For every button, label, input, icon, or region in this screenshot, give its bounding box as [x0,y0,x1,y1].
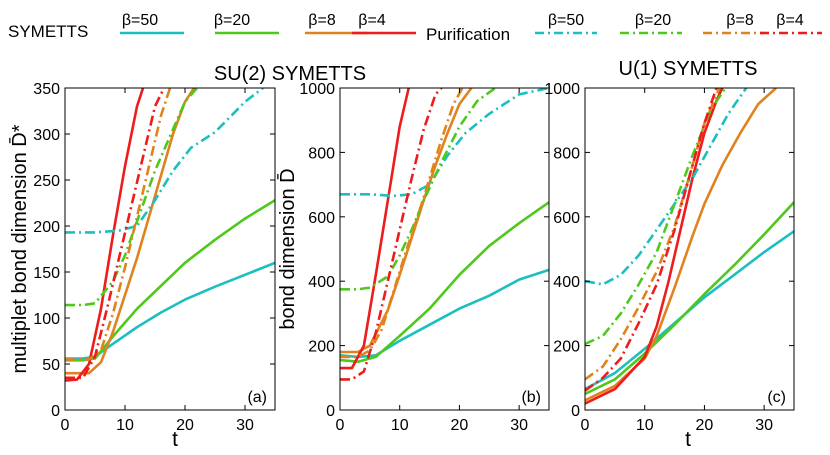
x-tick-label: 30 [755,417,773,434]
y-tick-label: 400 [308,274,335,291]
axes-frame [64,87,276,411]
panel-label: (c) [767,389,786,406]
x-axis-label: t [685,428,691,451]
series-line [585,88,724,405]
series-line [340,88,473,354]
series-line [65,88,172,361]
series-line [340,268,549,359]
x-tick-label: 0 [61,417,70,434]
panel-b: 0 10 20 30 0 200 400 600 800 1000 (b) bond dimensio… [276,81,550,434]
y-tick-label: 800 [308,145,335,162]
y-axis-label: bond dimension D̄ [276,168,299,329]
legend-symetts-beta-label: β=8 [308,12,336,29]
series-line [340,88,410,370]
y-tick-label: 0 [326,403,335,420]
x-tick-label: 10 [636,417,654,434]
y-tick-label: 100 [33,311,60,328]
y-tick-label: 350 [33,81,60,98]
x-tick-label: 30 [510,417,528,434]
y-tick-label: 300 [33,127,60,144]
y-tick-label: 250 [33,173,60,190]
y-tick-label: 600 [308,210,335,227]
y-tick-label: 1000 [544,81,580,98]
panel-c: 0 10 20 30 0 200 400 600 800 1000 (c) t [544,81,795,451]
y-tick-label: 200 [308,339,335,356]
y-tick-label: 200 [553,339,580,356]
panel-label: (b) [521,389,541,406]
y-tick-label: 150 [33,265,60,282]
y-tick-label: 0 [571,403,580,420]
x-tick-label: 20 [696,417,714,434]
series-line [340,88,443,381]
x-tick-label: 20 [451,417,469,434]
axes-frame [584,87,795,411]
series-line [65,88,264,234]
series-line [65,88,166,380]
x-tick-label: 0 [336,417,345,434]
series-line [65,261,275,360]
y-axis-label: multiplet bond dimension D̄* [8,124,31,373]
x-tick-label: 20 [176,417,194,434]
y-tick-label: 0 [51,403,60,420]
series-line [340,88,497,291]
series-line [585,201,794,396]
series-line [585,88,748,286]
legend-purification-beta-label: β=4 [776,12,804,29]
y-tick-label: 1000 [299,81,335,98]
x-tick-label: 10 [391,417,409,434]
legend-symetts-label: SYMETTS [8,22,88,41]
x-tick-label: 10 [116,417,134,434]
series-line [585,88,718,392]
legend-purification-label: Purification [426,25,510,44]
x-tick-label: 30 [236,417,254,434]
axes-frame [339,87,550,411]
y-tick-label: 400 [553,274,580,291]
legend-purification-beta-label: β=50 [548,12,584,29]
panel-label: (a) [247,389,267,406]
legend-symetts-beta-label: β=50 [122,12,158,29]
series-line [65,199,275,362]
y-tick-label: 600 [553,210,580,227]
legend-symetts-beta-label: β=20 [214,12,250,29]
y-tick-label: 800 [553,145,580,162]
panel-a-title: SU(2) SYMETTS [214,63,366,85]
legend-purification-beta-label: β=8 [726,12,754,29]
x-axis-label: t [172,428,178,451]
series-line [340,201,549,364]
legend: SYMETTS Purification β=50 β=50 β=20 β=20 β=8… [8,12,822,44]
legend-symetts-beta-label: β=4 [358,12,386,29]
y-tick-label: 200 [33,219,60,236]
x-tick-label: 0 [581,417,590,434]
series-line [585,88,777,402]
panel-a: 0 10 20 30050100150200250300350(a)tmultiple… [8,81,276,451]
legend-purification-beta-label: β=20 [635,12,671,29]
series-line [340,88,464,359]
panel-c-title: U(1) SYMETTS [619,58,758,80]
y-tick-label: 50 [42,357,60,374]
series-line [65,88,196,375]
